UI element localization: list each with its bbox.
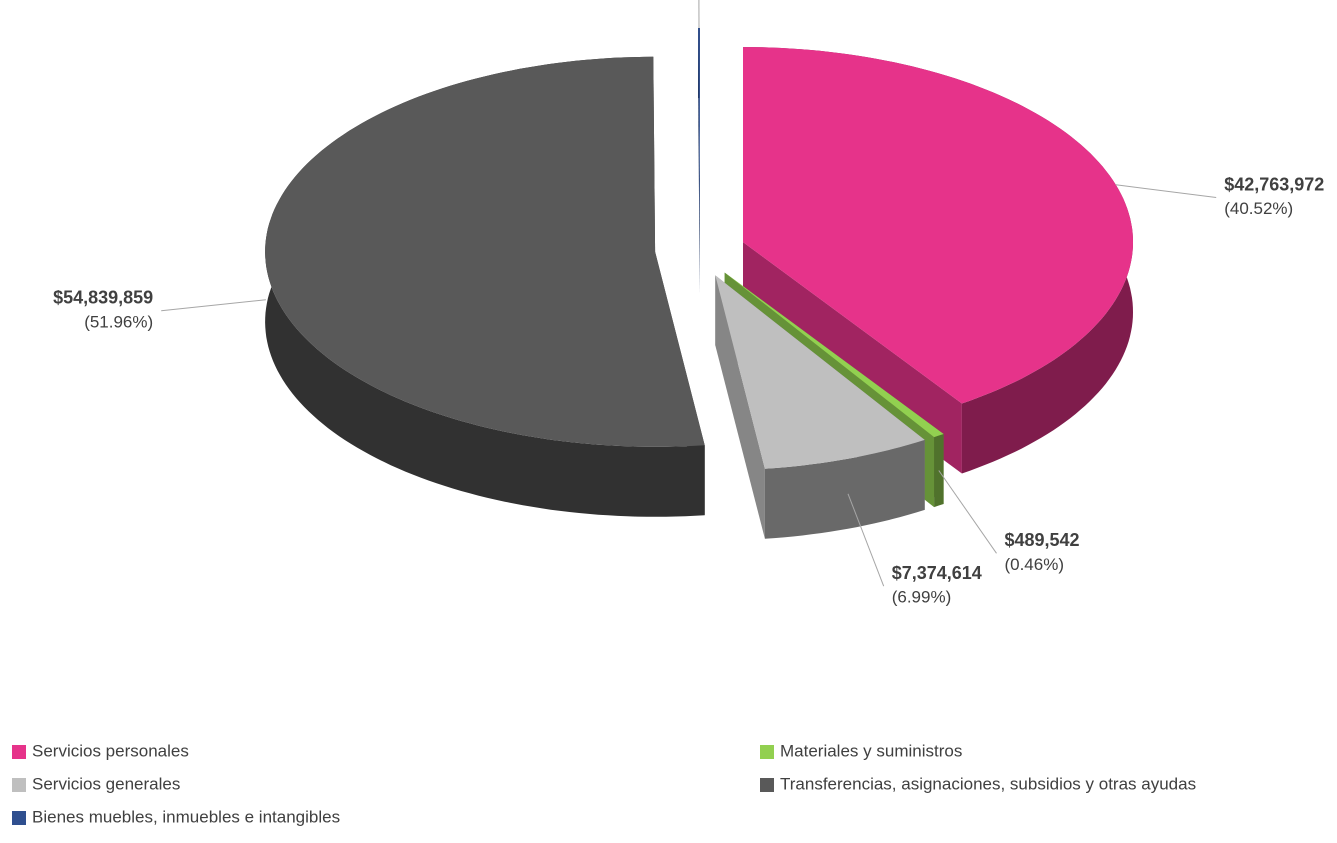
leader-line: [1116, 185, 1216, 198]
legend-swatch: [12, 778, 26, 792]
percent-label: (6.99%): [892, 588, 952, 607]
value-label: $42,763,972: [1224, 174, 1324, 194]
leader-line: [161, 300, 266, 311]
value-label: $489,542: [1004, 530, 1079, 550]
legend-label: Transferencias, asignaciones, subsidios …: [780, 774, 1196, 793]
value-label: $54,839,859: [53, 288, 153, 308]
legend-swatch: [12, 811, 26, 825]
value-label: $7,374,614: [892, 563, 982, 583]
legend-label: Servicios personales: [32, 741, 189, 760]
leader-line: [939, 471, 997, 554]
legend-swatch: [12, 745, 26, 759]
legend-label: Materiales y suministros: [780, 741, 962, 760]
legend-swatch: [760, 778, 774, 792]
percent-label: (40.52%): [1224, 199, 1293, 218]
legend-label: Bienes muebles, inmuebles e intangibles: [32, 807, 340, 826]
percent-label: (51.96%): [84, 312, 153, 331]
legend-swatch: [760, 745, 774, 759]
percent-label: (0.46%): [1004, 555, 1064, 574]
legend-label: Servicios generales: [32, 774, 180, 793]
